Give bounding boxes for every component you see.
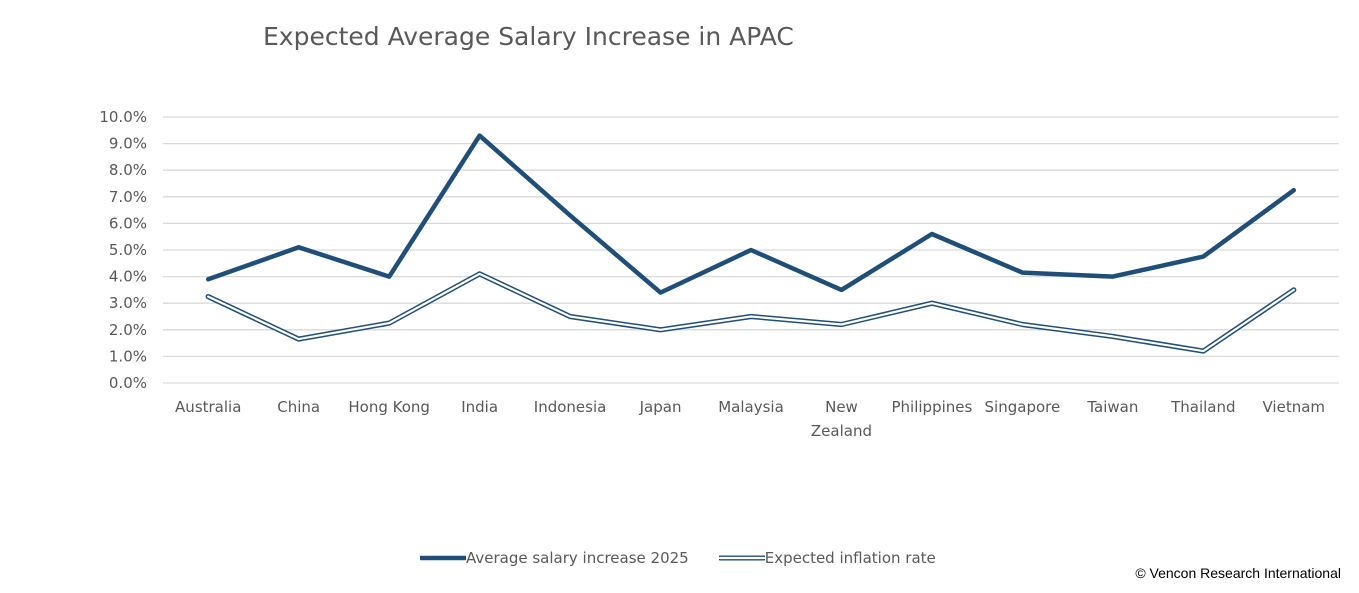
y-tick-label: 8.0%: [109, 161, 147, 179]
y-tick-label: 4.0%: [109, 268, 147, 286]
y-tick-label: 1.0%: [109, 347, 147, 365]
x-tick-label: India: [461, 398, 498, 416]
y-tick-label: 9.0%: [109, 135, 147, 153]
legend-item-salary: Average salary increase 2025: [420, 549, 689, 567]
chart-title: Expected Average Salary Increase in APAC: [263, 22, 794, 51]
x-tick-label: Thailand: [1170, 398, 1235, 416]
y-tick-label: 0.0%: [109, 374, 147, 392]
x-tick-label: New Zealand: [811, 398, 872, 440]
x-tick-label: Indonesia: [534, 398, 607, 416]
legend-swatch-double-line: [718, 555, 765, 561]
y-tick-label: 6.0%: [109, 214, 147, 232]
y-tick-label: 10.0%: [99, 108, 147, 126]
copyright-notice: © Vencon Research International: [1135, 565, 1341, 581]
legend: Average salary increase 2025 Expected in…: [420, 549, 936, 567]
y-axis-ticks: 0.0% 1.0% 2.0% 3.0% 4.0% 5.0% 6.0% 7.0% 8.0% 9.0%…: [99, 108, 147, 392]
series-lines: [205, 133, 1297, 354]
legend-item-inflation: Expected inflation rate: [718, 549, 936, 567]
legend-swatch-thick-line: [420, 555, 466, 561]
x-axis-ticks: Australia China Hong Kong India Indonesia Jap…: [175, 398, 1325, 440]
y-tick-label: 7.0%: [109, 188, 147, 206]
series-line: [205, 133, 1297, 295]
x-tick-label: Australia: [175, 398, 241, 416]
y-tick-label: 2.0%: [109, 321, 147, 339]
y-tick-label: 3.0%: [109, 294, 147, 312]
x-tick-label: Vietnam: [1263, 398, 1326, 416]
x-tick-label: Singapore: [985, 398, 1061, 416]
series-1: [205, 271, 1297, 354]
x-tick-label: Taiwan: [1086, 398, 1138, 416]
y-tick-label: 5.0%: [109, 241, 147, 259]
x-tick-label: Japan: [639, 398, 682, 416]
x-tick-label: China: [277, 398, 320, 416]
series-0: [205, 133, 1297, 295]
x-tick-label: Malaysia: [718, 398, 784, 416]
legend-label-salary: Average salary increase 2025: [466, 549, 689, 567]
x-tick-label: Hong Kong: [348, 398, 430, 416]
series-line-inner: [207, 272, 1295, 353]
legend-label-inflation: Expected inflation rate: [764, 549, 936, 567]
x-tick-label: Philippines: [892, 398, 973, 416]
